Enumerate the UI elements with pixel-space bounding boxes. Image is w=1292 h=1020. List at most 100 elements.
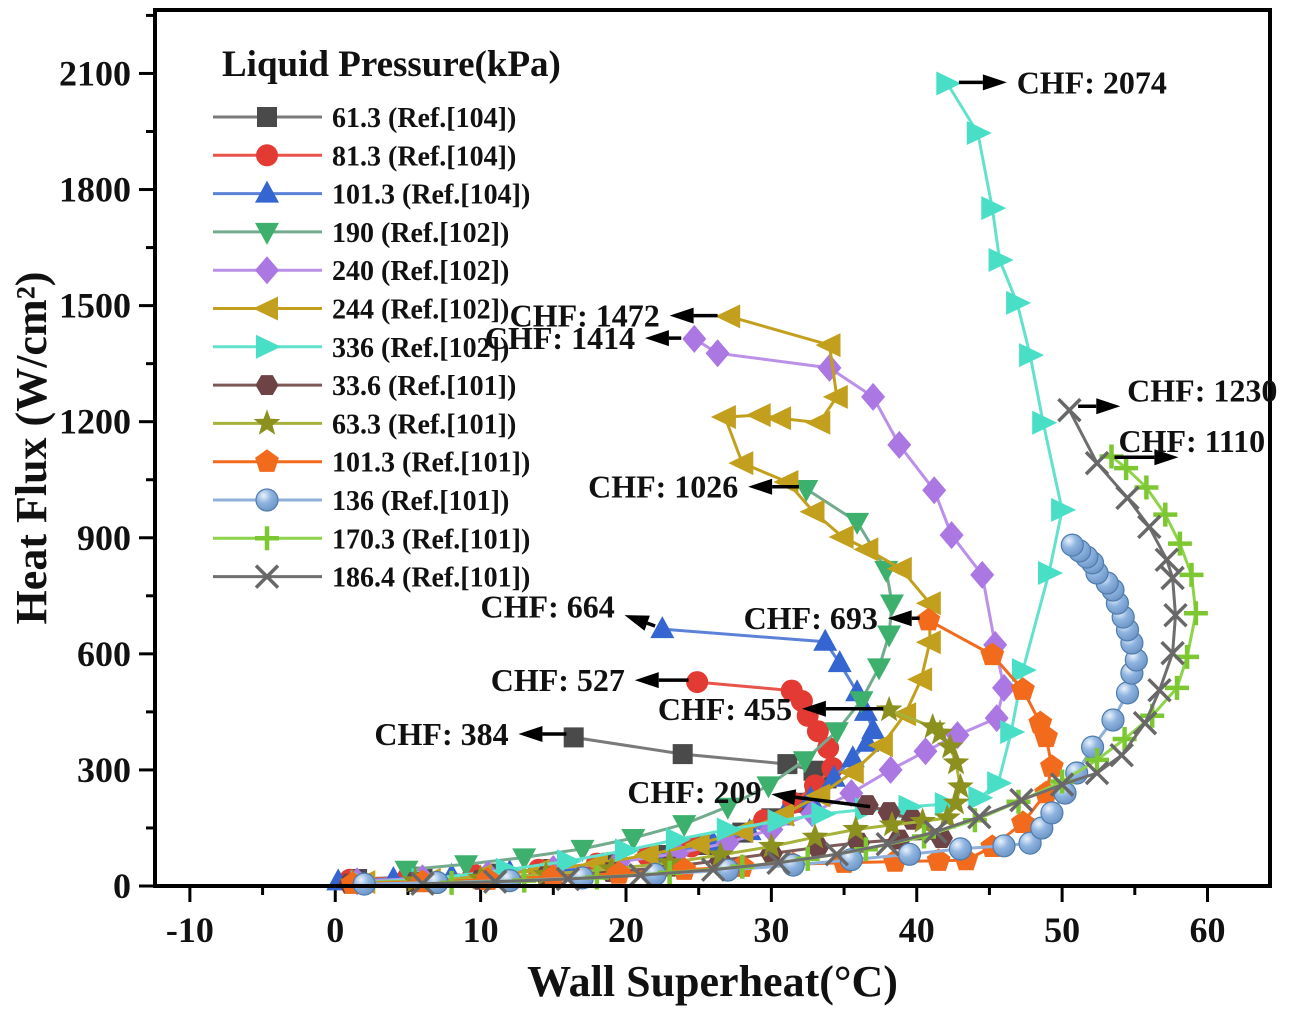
data-point-marker (1032, 410, 1058, 435)
data-point-marker (255, 488, 279, 512)
legend-item-190: 190 (Ref.[102]) (213, 218, 509, 249)
data-point-marker (878, 755, 903, 784)
chf-annotation: CHF: 664 (481, 589, 656, 631)
data-point-marker (1154, 547, 1180, 573)
data-point-marker (1080, 735, 1105, 759)
data-point-marker (556, 849, 582, 874)
svg-text:0: 0 (113, 866, 131, 906)
data-point-marker (255, 375, 279, 396)
data-point-marker (682, 324, 707, 353)
data-point-marker (716, 817, 742, 842)
data-point-marker (878, 810, 906, 837)
svg-text:1800: 1800 (59, 170, 131, 210)
data-point-marker (563, 727, 584, 748)
data-point-marker (758, 832, 785, 858)
data-point-marker (880, 594, 904, 617)
legend-label: 186.4 (Ref.[101]) (332, 563, 530, 594)
data-point-marker (1160, 640, 1185, 666)
data-point-marker (1163, 602, 1188, 628)
data-point-marker (256, 334, 281, 359)
annotation-label: CHF: 1230 (1127, 373, 1277, 409)
data-point-marker (824, 722, 849, 745)
legend-item-240: 240 (Ref.[102]) (213, 256, 509, 287)
data-point-marker (1011, 810, 1035, 834)
legend-label: 190 (Ref.[102]) (332, 218, 509, 249)
data-point-marker (877, 625, 902, 648)
legend-item-33.6: 33.6 (Ref.[101]) (213, 371, 516, 402)
legend-item-244: 244 (Ref.[102]) (213, 295, 509, 326)
data-point-marker (756, 776, 781, 799)
annotation-label: CHF: 2074 (1017, 64, 1167, 100)
data-point-marker (845, 512, 870, 535)
annotation-label: CHF: 527 (491, 662, 625, 698)
data-point-marker (1011, 677, 1035, 700)
data-point-marker (780, 679, 803, 702)
data-point-marker (715, 304, 741, 329)
chf-annotation: CHF: 455 (658, 691, 884, 727)
data-point-marker (898, 794, 924, 819)
data-point-marker (570, 839, 595, 862)
data-point-marker (861, 382, 886, 411)
legend-label: 244 (Ref.[102]) (332, 295, 509, 326)
svg-text:60: 60 (1189, 910, 1225, 950)
data-point-marker (255, 526, 279, 551)
svg-text:900: 900 (77, 518, 131, 558)
data-point-marker (1057, 397, 1082, 423)
data-point-marker (1051, 497, 1077, 522)
legend-item-101.3-b: 101.3 (Ref.[101]) (213, 448, 530, 479)
plot-border (153, 8, 1272, 888)
data-point-marker (253, 409, 281, 435)
data-point-marker (621, 829, 646, 851)
data-point-marker (1085, 747, 1109, 772)
data-point-marker (482, 869, 508, 894)
data-point-marker (923, 819, 948, 845)
data-point-marker (255, 256, 279, 285)
annotation-arrowhead-icon (1096, 398, 1121, 415)
data-point-marker (933, 803, 961, 830)
legend-item-186.4: 186.4 (Ref.[101]) (213, 563, 530, 594)
data-point-marker (867, 658, 891, 681)
data-point-marker (936, 733, 964, 759)
data-point-marker (1101, 708, 1125, 732)
data-point-marker (967, 804, 992, 830)
data-point-marker (257, 107, 277, 127)
data-point-marker (799, 499, 825, 524)
svg-text:0: 0 (326, 910, 344, 950)
data-point-marker (767, 809, 793, 833)
legend-item-336: 336 (Ref.[102]) (213, 333, 509, 364)
chf-annotation: CHF: 693 (744, 600, 920, 636)
x-tick-labels: -10 0 10 20 30 40 50 60 (166, 910, 1226, 950)
data-point-marker (253, 296, 278, 321)
annotation-arrowhead-icon (644, 330, 669, 347)
data-point-marker (410, 871, 435, 896)
data-point-marker (684, 832, 710, 857)
data-point-marker (1084, 760, 1110, 786)
data-point-marker (1049, 772, 1075, 797)
data-point-marker (909, 807, 936, 833)
svg-text:50: 50 (1044, 910, 1080, 950)
data-point-marker (981, 196, 1007, 221)
svg-text:300: 300 (77, 750, 131, 790)
data-point-marker (1167, 531, 1192, 556)
chf-annotation: CHF: 209 (627, 774, 871, 810)
data-point-marker (970, 560, 995, 589)
data-point-marker (828, 525, 854, 549)
svg-text:600: 600 (77, 634, 131, 674)
data-point-marker (650, 616, 675, 639)
data-point-marker (842, 815, 870, 841)
chf-annotation: CHF: 527 (491, 662, 689, 698)
data-point-marker (877, 802, 901, 823)
legend-label: 61.3 (Ref.[104]) (332, 103, 516, 134)
legend-label: 101.3 (Ref.[104]) (332, 180, 530, 211)
data-point-marker (966, 121, 992, 145)
chf-annotation: CHF: 1110 (1114, 423, 1265, 466)
data-point-marker (256, 144, 278, 167)
annotation-label: CHF: 384 (374, 716, 508, 752)
data-point-marker (1040, 754, 1064, 777)
data-point-marker (672, 744, 693, 765)
data-point-marker (454, 855, 479, 878)
data-point-marker (255, 180, 279, 203)
data-point-marker (1011, 658, 1037, 683)
